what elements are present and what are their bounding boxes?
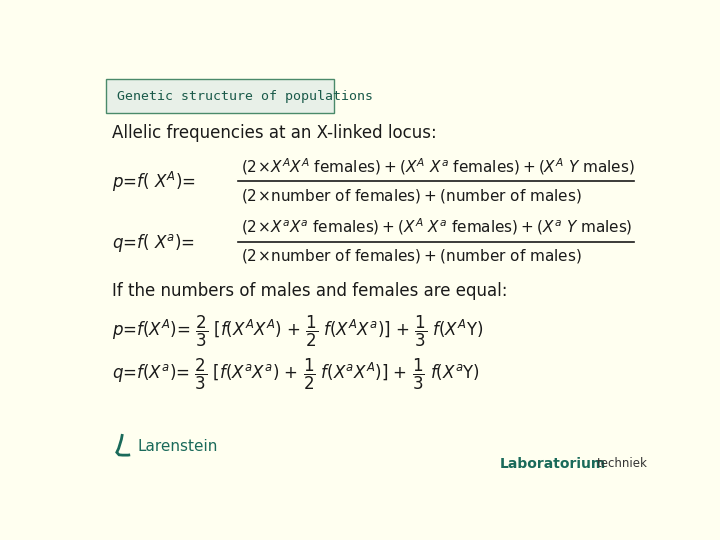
Text: Laboratorium: Laboratorium [500, 457, 606, 471]
Text: $p$=$f$( $X^A$)=: $p$=$f$( $X^A$)= [112, 170, 196, 194]
Text: Allelic frequencies at an X-linked locus:: Allelic frequencies at an X-linked locus… [112, 124, 437, 143]
FancyBboxPatch shape [106, 79, 334, 113]
Text: If the numbers of males and females are equal:: If the numbers of males and females are … [112, 282, 508, 300]
Text: $q$=$f$($X^a$)= $\dfrac{2}{3}$ [$f$($X^aX^a$) + $\dfrac{1}{2}$ $f$($X^aX^A$)] + : $q$=$f$($X^a$)= $\dfrac{2}{3}$ [$f$($X^a… [112, 357, 480, 392]
Text: $q$=$f$( $X^a$)=: $q$=$f$( $X^a$)= [112, 232, 195, 254]
Text: Genetic structure of populations: Genetic structure of populations [117, 90, 373, 103]
Text: Larenstein: Larenstein [138, 438, 218, 454]
Text: $(2\!\times\! X^aX^a$ females$)+(X^A\ X^a$ females$)+(X^a\ Y$ males$)$: $(2\!\times\! X^aX^a$ females$)+(X^A\ X^… [240, 217, 632, 237]
Text: $p$=$f$($X^A$)= $\dfrac{2}{3}$ [$f$($X^AX^A$) + $\dfrac{1}{2}$ $f$($X^AX^a$)] + : $p$=$f$($X^A$)= $\dfrac{2}{3}$ [$f$($X^A… [112, 313, 484, 348]
Text: $(2\!\times\! X^AX^A$ females$)+(X^A\ X^a$ females$)+(X^A\ Y$ males$)$: $(2\!\times\! X^AX^A$ females$)+(X^A\ X^… [240, 156, 634, 177]
Text: $(2\!\times\!$number of females$)+($number of males$)$: $(2\!\times\!$number of females$)+($numb… [240, 247, 581, 265]
Text: techniek: techniek [597, 457, 647, 470]
Text: $(2\!\times\!$number of females$)+($number of males$)$: $(2\!\times\!$number of females$)+($numb… [240, 187, 581, 205]
